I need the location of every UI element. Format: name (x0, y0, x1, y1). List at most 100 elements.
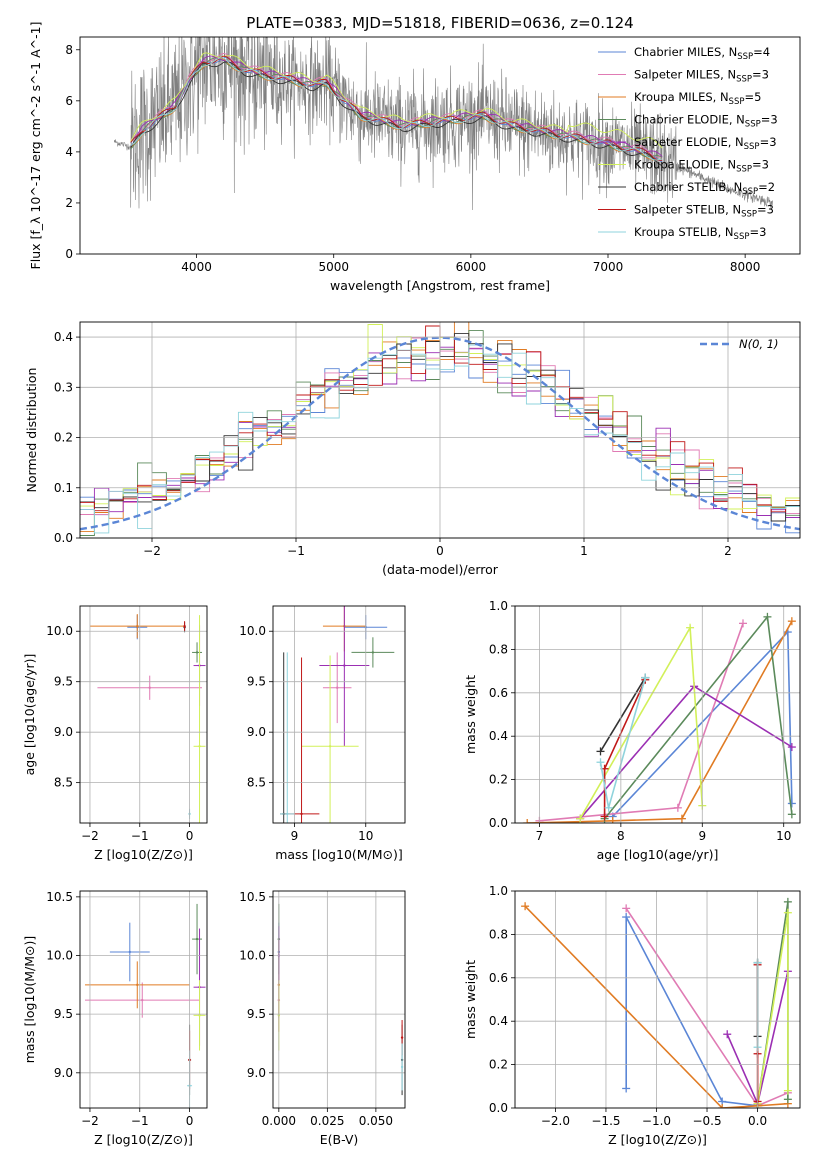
panel-mass_vs_EBV: 0.000 0.025 0.050 9.0 9.5 10.0 10.5 E(B-V) (239, 890, 406, 1147)
axes-frame (514, 890, 801, 1109)
axes-frame (79, 890, 208, 1109)
x-tick-label: −2 (143, 544, 161, 558)
y-tick-label: 9.5 (54, 675, 73, 689)
data-point (400, 1065, 404, 1069)
data-point (300, 812, 303, 816)
x-tick-label: 8 (617, 829, 625, 843)
data-point (198, 1014, 201, 1017)
data-point (128, 950, 132, 954)
y-tick-label: 1.0 (489, 599, 508, 613)
x-tick-label: 0.0 (748, 1114, 767, 1128)
legend-text: Salpeter STELIB, N (634, 203, 741, 217)
y-tick-label: 0.4 (489, 729, 508, 743)
legend-text: Kroupa MILES, N (634, 90, 729, 104)
x-tick-label: 7 (536, 829, 544, 843)
x-tick-label: −0.5 (692, 1114, 721, 1128)
legend-value: =3 (752, 158, 769, 172)
y-tick-label: 10.0 (239, 624, 266, 638)
legend-text: Salpeter MILES, N (634, 68, 736, 82)
y-tick-label: 0.8 (489, 927, 508, 941)
y-tick-label: 2 (65, 196, 73, 210)
legend-value: =3 (752, 68, 769, 82)
y-tick-label: 0.6 (489, 686, 508, 700)
x-tick-label: 8000 (730, 260, 761, 274)
legend-subscript: SSP (734, 232, 750, 242)
y-axis-label: mass weight (463, 675, 478, 754)
y-tick-label: 0.0 (489, 816, 508, 830)
y-tick-label: 1.0 (489, 884, 508, 898)
y-tick-label: 0.8 (489, 642, 508, 656)
panel-weight_vs_Z: −2.0 −1.5 −1.0 −0.5 0.0 0.0 0.2 0.4 0.6 0.8 1.0 Z [… (463, 884, 801, 1147)
legend-entry: Chabrier MILES, NSSP=4 (634, 45, 770, 62)
x-axis-label: wavelength [Angstrom, rest frame] (330, 278, 550, 293)
y-tick-label: 0.4 (54, 330, 73, 344)
x-tick-label: 0 (436, 544, 444, 558)
y-tick-label: 9.0 (247, 1066, 266, 1080)
plot-area-mass_vs_EBV (277, 903, 404, 1096)
x-tick-label: 0 (186, 829, 194, 843)
legend-subscript: SSP (744, 142, 760, 152)
legend-entry: Salpeter STELIB, NSSP=3 (634, 203, 774, 220)
panel-age_vs_Z: −2 −1 0 8.5 9.0 9.5 10.0 Z [log10(Z/Z⊙)] age [lo… (22, 605, 208, 862)
y-tick-label: 10.0 (46, 949, 73, 963)
x-axis-label: E(B-V) (320, 1132, 359, 1147)
legend-value: =5 (744, 90, 761, 104)
plot-area-age_vs_Z (89, 614, 206, 823)
x-axis-label: Z [log10(Z/Z⊙)] (94, 847, 193, 862)
legend-entry: Kroupa STELIB, NSSP=3 (634, 225, 766, 242)
y-axis-label: mass [log10(M/M⊙)] (22, 936, 37, 1064)
x-axis-label: mass [log10(M/M⊙)] (275, 847, 403, 862)
y-tick-label: 0 (65, 247, 73, 261)
legend-subscript: SSP (741, 210, 757, 220)
legend-text: Kroupa ELODIE, N (634, 158, 736, 172)
x-tick-label: −1 (131, 1114, 149, 1128)
legend-entry: Kroupa MILES, NSSP=5 (634, 90, 761, 107)
panel-mass_vs_Z: −2 −1 0 9.0 9.5 10.0 10.5 Z [log10(Z/Z⊙)] mass [… (22, 890, 208, 1147)
y-tick-label: 0.0 (54, 531, 73, 545)
data-point (195, 651, 199, 654)
x-axis-label: Z [log10(Z/Z⊙)] (94, 1132, 193, 1147)
axes-frame (272, 890, 406, 1109)
plot-area-age_vs_mass (280, 606, 395, 823)
legend-text: Chabrier STELIB, N (634, 180, 742, 194)
legend-subscript: SSP (736, 75, 752, 85)
x-tick-label: 6000 (456, 260, 487, 274)
legend-subscript: SSP (729, 97, 745, 107)
weight-line-chabrier-miles (625, 916, 758, 1107)
legend-entry: Chabrier ELODIE, NSSP=3 (634, 113, 778, 130)
y-tick-label: 10.0 (46, 624, 73, 638)
data-point (286, 812, 289, 816)
x-tick-label: −1.0 (642, 1114, 671, 1128)
legend-subscript: SSP (737, 52, 753, 62)
legend-value: =4 (753, 45, 770, 59)
y-tick-label: 0.2 (489, 1058, 508, 1072)
model-spectrum-kroupa-elodie (130, 52, 663, 149)
y-axis-label: mass weight (463, 960, 478, 1039)
legend-value: =3 (757, 203, 774, 217)
y-tick-label: 10.5 (46, 890, 73, 904)
figure-title: PLATE=0383, MJD=51818, FIBERID=0636, z=0… (246, 14, 633, 32)
y-tick-label: 6 (65, 94, 73, 108)
data-point (198, 745, 201, 748)
x-tick-label: 9 (698, 829, 706, 843)
legend-entry: Salpeter ELODIE, NSSP=3 (634, 135, 777, 152)
data-point (400, 1036, 404, 1039)
y-tick-label: 0.4 (489, 1014, 508, 1028)
x-tick-label: 9 (291, 829, 299, 843)
x-tick-label: 0 (186, 1114, 194, 1128)
legend-entry: N(0, 1) (739, 337, 779, 351)
x-axis-label: Z [log10(Z/Z⊙)] (608, 1132, 707, 1147)
y-tick-label: 0.1 (54, 481, 73, 495)
x-tick-label: −2 (81, 1114, 99, 1128)
legend-value: =3 (761, 113, 778, 127)
x-tick-label: 0.025 (310, 1114, 344, 1128)
plot-area-mass_vs_Z (84, 903, 206, 1108)
x-tick-label: 1 (580, 544, 588, 558)
data-point (148, 686, 151, 689)
weight-line-kroupa-miles (527, 620, 793, 823)
axes-frame (272, 605, 406, 824)
data-point (141, 998, 144, 1002)
legend-value: =3 (749, 225, 766, 239)
